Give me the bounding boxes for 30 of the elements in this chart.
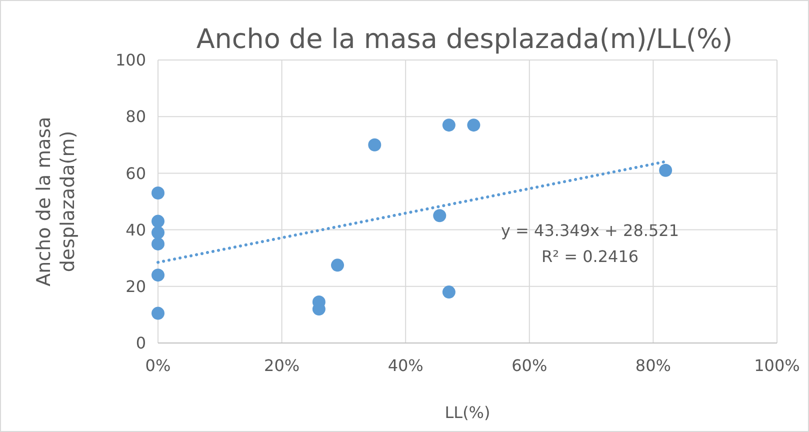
- point: [442, 118, 456, 132]
- y-tick-label: 20: [126, 277, 146, 296]
- point: [331, 258, 344, 272]
- y-axis-title: Ancho de la masa desplazada(m): [33, 116, 79, 286]
- chart-title: Ancho de la masa desplazada(m)/LL(%): [196, 24, 733, 55]
- y-tick-label: 80: [126, 107, 146, 126]
- point: [442, 286, 456, 299]
- x-tick-label: 20%: [264, 356, 300, 375]
- point: [433, 209, 446, 222]
- point: [152, 237, 164, 250]
- y-tick-label: 0: [136, 334, 146, 353]
- point: [152, 268, 164, 282]
- point: [152, 214, 164, 228]
- x-tick-label: 100%: [754, 356, 800, 375]
- point: [368, 138, 382, 152]
- point: [152, 306, 164, 320]
- y-tick-label: 40: [126, 220, 146, 240]
- annotation: y = 43.349x + 28.521: [500, 221, 680, 240]
- point: [152, 186, 164, 200]
- x-tick-label: 80%: [635, 356, 671, 375]
- point: [152, 226, 164, 240]
- x-tick-label: 0%: [145, 356, 171, 375]
- annotation: R² = 0.2416: [541, 247, 639, 266]
- x-tick-label: 60%: [512, 356, 548, 375]
- y-tick-label: 100: [115, 50, 146, 70]
- point: [659, 164, 672, 177]
- x-axis-title: LL(%): [444, 403, 490, 422]
- point: [467, 118, 480, 132]
- x-tick-label: 40%: [388, 356, 424, 375]
- y-tick-label: 60: [126, 164, 146, 183]
